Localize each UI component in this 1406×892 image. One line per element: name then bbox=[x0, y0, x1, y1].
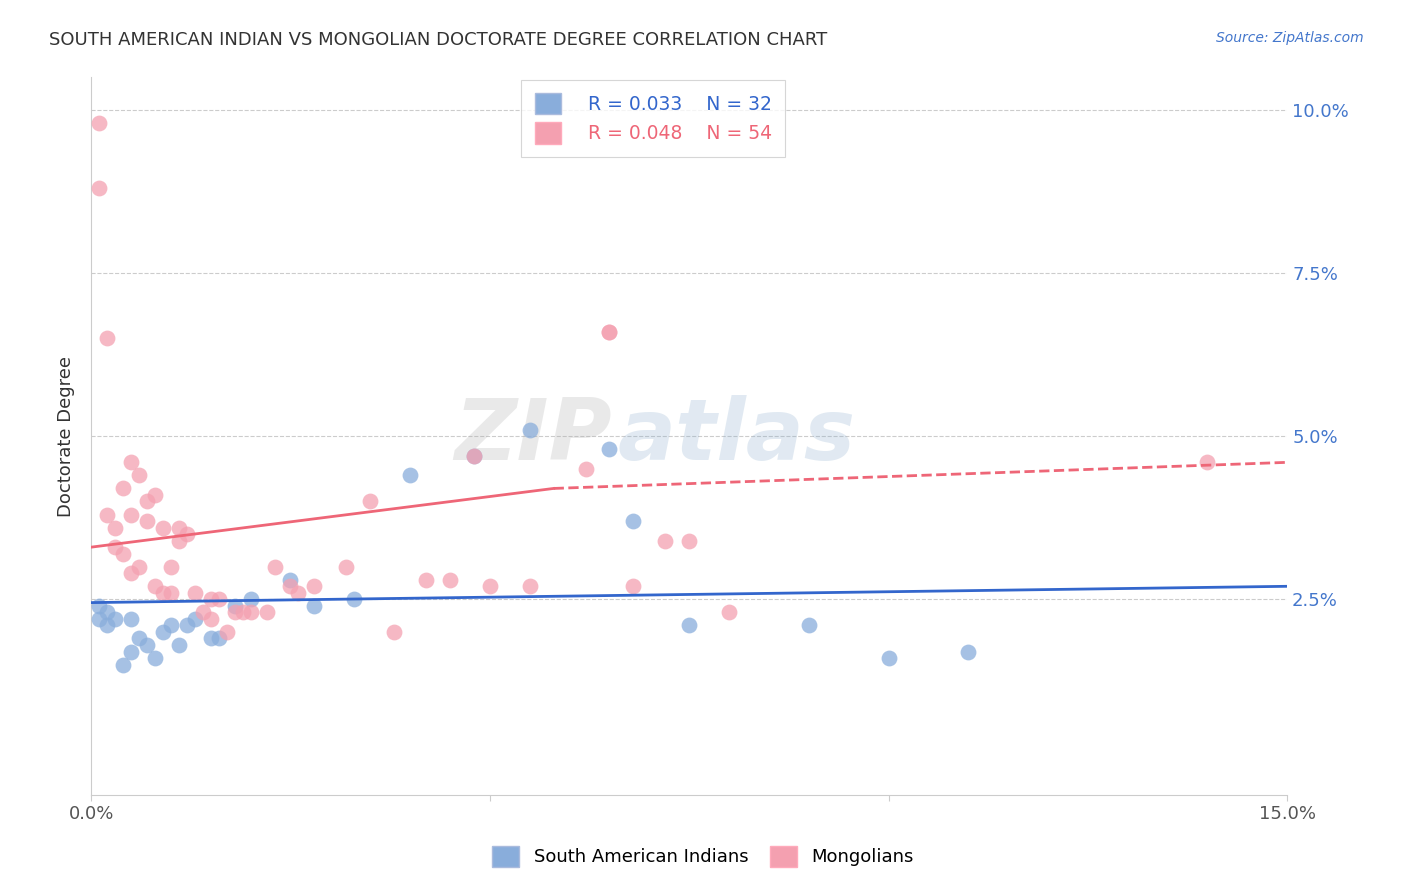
Point bbox=[200, 632, 222, 646]
Point bbox=[120, 508, 142, 522]
Point bbox=[143, 579, 166, 593]
Point bbox=[598, 325, 620, 339]
Text: Source: ZipAtlas.com: Source: ZipAtlas.com bbox=[1216, 31, 1364, 45]
Point bbox=[463, 449, 485, 463]
Point bbox=[678, 618, 700, 632]
Point bbox=[654, 533, 676, 548]
Point bbox=[478, 579, 501, 593]
Point bbox=[160, 559, 183, 574]
Point bbox=[152, 624, 174, 639]
Point bbox=[598, 325, 620, 339]
Point bbox=[120, 644, 142, 658]
Point bbox=[96, 508, 118, 522]
Point bbox=[208, 592, 231, 607]
Point bbox=[184, 586, 207, 600]
Point bbox=[399, 468, 422, 483]
Point bbox=[232, 606, 254, 620]
Point bbox=[112, 482, 135, 496]
Point bbox=[343, 592, 366, 607]
Point bbox=[96, 618, 118, 632]
Point bbox=[128, 559, 150, 574]
Point bbox=[621, 514, 644, 528]
Point bbox=[957, 644, 980, 658]
Y-axis label: Doctorate Degree: Doctorate Degree bbox=[58, 356, 75, 516]
Point bbox=[463, 449, 485, 463]
Point bbox=[797, 618, 820, 632]
Point bbox=[304, 599, 326, 613]
Point bbox=[104, 612, 127, 626]
Point bbox=[89, 116, 111, 130]
Point bbox=[191, 606, 214, 620]
Point bbox=[382, 624, 405, 639]
Point bbox=[136, 494, 159, 508]
Point bbox=[519, 579, 541, 593]
Point bbox=[120, 455, 142, 469]
Point bbox=[143, 651, 166, 665]
Text: atlas: atlas bbox=[617, 395, 855, 478]
Point bbox=[89, 181, 111, 195]
Point bbox=[167, 533, 190, 548]
Point bbox=[239, 606, 262, 620]
Point bbox=[224, 599, 246, 613]
Point bbox=[89, 612, 111, 626]
Point bbox=[120, 612, 142, 626]
Point bbox=[200, 592, 222, 607]
Point bbox=[136, 638, 159, 652]
Point bbox=[200, 612, 222, 626]
Point bbox=[160, 586, 183, 600]
Point bbox=[96, 606, 118, 620]
Legend: South American Indians, Mongolians: South American Indians, Mongolians bbox=[485, 838, 921, 874]
Point bbox=[152, 586, 174, 600]
Point bbox=[621, 579, 644, 593]
Point bbox=[678, 533, 700, 548]
Point bbox=[128, 468, 150, 483]
Point bbox=[215, 624, 238, 639]
Point bbox=[598, 442, 620, 457]
Text: SOUTH AMERICAN INDIAN VS MONGOLIAN DOCTORATE DEGREE CORRELATION CHART: SOUTH AMERICAN INDIAN VS MONGOLIAN DOCTO… bbox=[49, 31, 828, 49]
Point bbox=[415, 573, 437, 587]
Point bbox=[96, 331, 118, 345]
Point bbox=[280, 579, 302, 593]
Point bbox=[128, 632, 150, 646]
Point bbox=[280, 573, 302, 587]
Point bbox=[256, 606, 278, 620]
Point bbox=[136, 514, 159, 528]
Point bbox=[160, 618, 183, 632]
Point bbox=[112, 657, 135, 672]
Text: ZIP: ZIP bbox=[454, 395, 612, 478]
Point bbox=[104, 540, 127, 554]
Point bbox=[287, 586, 309, 600]
Point bbox=[718, 606, 741, 620]
Point bbox=[89, 599, 111, 613]
Point bbox=[224, 606, 246, 620]
Point bbox=[176, 527, 198, 541]
Point bbox=[359, 494, 381, 508]
Point bbox=[263, 559, 285, 574]
Point bbox=[519, 423, 541, 437]
Point bbox=[208, 632, 231, 646]
Point bbox=[439, 573, 461, 587]
Point bbox=[574, 462, 596, 476]
Point bbox=[176, 618, 198, 632]
Point bbox=[120, 566, 142, 581]
Point bbox=[152, 520, 174, 534]
Point bbox=[143, 488, 166, 502]
Point bbox=[104, 520, 127, 534]
Legend:   R = 0.033    N = 32,   R = 0.048    N = 54: R = 0.033 N = 32, R = 0.048 N = 54 bbox=[522, 79, 785, 157]
Point bbox=[1197, 455, 1219, 469]
Point bbox=[112, 547, 135, 561]
Point bbox=[304, 579, 326, 593]
Point bbox=[877, 651, 900, 665]
Point bbox=[184, 612, 207, 626]
Point bbox=[239, 592, 262, 607]
Point bbox=[167, 638, 190, 652]
Point bbox=[167, 520, 190, 534]
Point bbox=[335, 559, 357, 574]
